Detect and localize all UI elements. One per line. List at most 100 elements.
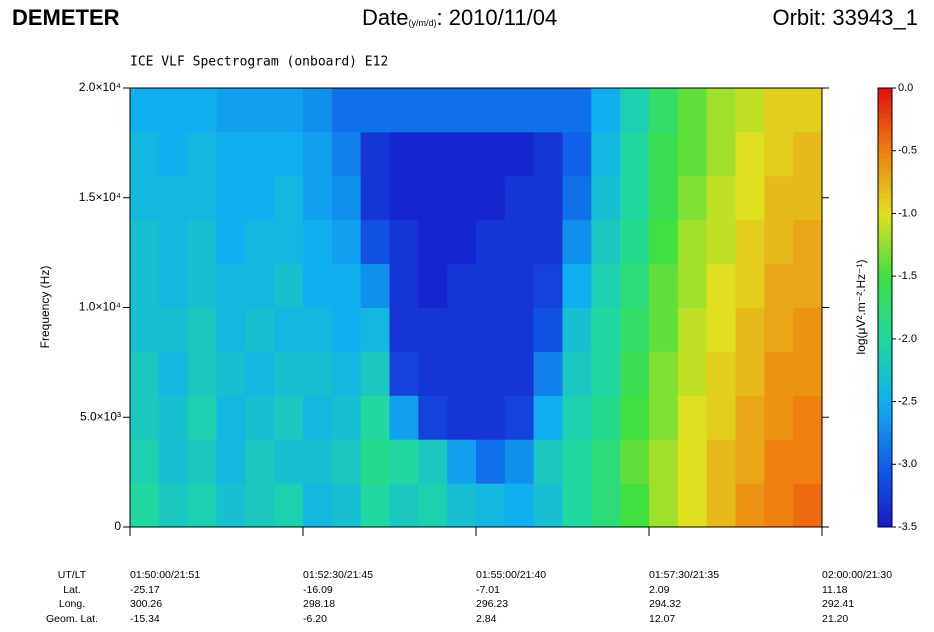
colorbar-swatch — [878, 157, 892, 164]
colorbar-swatch — [878, 512, 892, 518]
colorbar-swatch — [878, 402, 892, 408]
heatmap-cell — [389, 263, 419, 308]
table-cell: 21.20 — [822, 613, 848, 625]
axes: 0 5.0×10³ 1.0×10⁴ 1.5×10⁴ 2.0×10⁴ — [79, 80, 829, 536]
heatmap-cell — [130, 175, 160, 221]
heatmap-cell — [649, 219, 679, 265]
row-label: Lat. — [63, 584, 81, 596]
colorbar-swatch — [878, 352, 892, 358]
colorbar-swatch — [878, 162, 892, 169]
heatmap-cell — [360, 88, 390, 133]
heatmap-cell — [331, 175, 362, 221]
row-label: Geom. Lat. — [46, 613, 98, 625]
heatmap-cell — [274, 131, 304, 177]
heatmap-cell — [447, 395, 477, 440]
heatmap-cell — [447, 351, 477, 396]
heatmap-cell — [331, 395, 362, 440]
heatmap-cell — [303, 483, 333, 528]
heatmap — [130, 88, 823, 528]
colorbar-swatch — [878, 222, 892, 229]
heatmap-cell — [504, 263, 535, 308]
colorbar-swatch — [878, 302, 892, 308]
colorbar-swatch — [878, 262, 892, 269]
heatmap-cell — [706, 483, 736, 528]
heatmap-cell — [620, 219, 650, 265]
heatmap-cell — [677, 88, 708, 133]
heatmap-cell — [130, 395, 160, 440]
heatmap-cell — [591, 307, 621, 352]
heatmap-cell — [245, 307, 275, 352]
heatmap-cell — [649, 175, 679, 221]
mission-name: DEMETER — [12, 5, 120, 30]
heatmap-cell — [764, 307, 794, 352]
colorbar-swatch — [878, 427, 892, 433]
colorbar-swatch — [878, 272, 892, 279]
y-tick-label: 1.5×10⁴ — [79, 190, 121, 204]
heatmap-cell — [447, 439, 477, 484]
heatmap-cell — [303, 131, 333, 177]
heatmap-cell — [677, 307, 708, 352]
colorbar-swatch — [878, 147, 892, 154]
colorbar-swatch — [878, 422, 892, 428]
colorbar-swatch — [878, 88, 892, 94]
heatmap-cell — [389, 395, 419, 440]
heatmap-cell — [764, 395, 794, 440]
date-heading: Date(y/m/d): 2010/11/04 — [362, 5, 557, 30]
row-label: UT/LT — [58, 569, 87, 581]
heatmap-cell — [735, 483, 765, 528]
colorbar-tick-label: -3.0 — [898, 458, 917, 470]
heatmap-cell — [130, 483, 160, 528]
heatmap-cell — [274, 395, 304, 440]
heatmap-cell — [476, 175, 506, 221]
table-cell: 292.41 — [822, 598, 854, 610]
heatmap-cell — [216, 483, 246, 528]
heatmap-cell — [274, 175, 304, 221]
heatmap-cell — [360, 483, 390, 528]
heatmap-cell — [418, 219, 448, 265]
heatmap-cell — [504, 483, 535, 528]
heatmap-cell — [360, 439, 390, 484]
orbit-table: UT/LT Lat. Long. Geom. Lat. 01:50:00/21:51 -2… — [46, 569, 892, 625]
colorbar-frame — [877, 87, 893, 528]
heatmap-cell — [130, 351, 160, 396]
heatmap-cell — [533, 263, 563, 308]
table-cell: 11.18 — [822, 584, 848, 596]
heatmap-cell — [735, 263, 765, 308]
table-cell: 01:57:30/21:35 — [649, 569, 719, 581]
heatmap-cell — [476, 351, 506, 396]
heatmap-cell — [562, 131, 592, 177]
heatmap-cell — [447, 307, 477, 352]
heatmap-cell — [245, 483, 275, 528]
heatmap-cell — [764, 439, 794, 484]
heatmap-cell — [591, 483, 621, 528]
table-cell: 01:52:30/21:45 — [303, 569, 373, 581]
heatmap-cell — [389, 175, 419, 221]
colorbar-swatch — [878, 332, 892, 338]
heatmap-cell — [793, 351, 823, 396]
heatmap-cell — [764, 351, 794, 396]
heatmap-cell — [360, 395, 390, 440]
heatmap-cell — [649, 439, 679, 484]
heatmap-cell — [447, 175, 477, 221]
heatmap-cell — [533, 131, 563, 177]
row-label: Long. — [59, 598, 85, 610]
heatmap-cell — [331, 219, 362, 265]
colorbar-swatch — [878, 202, 892, 209]
heatmap-cell — [591, 395, 621, 440]
heatmap-cell — [793, 395, 823, 440]
colorbar-swatch — [878, 292, 892, 299]
heatmap-cell — [764, 219, 794, 265]
colorbar-swatch — [878, 252, 892, 259]
colorbar-swatch — [878, 467, 892, 473]
colorbar-swatch — [878, 457, 892, 463]
heatmap-cell — [504, 307, 535, 352]
heatmap-cell — [677, 439, 708, 484]
heatmap-cell — [303, 351, 333, 396]
heatmap-cell — [447, 263, 477, 308]
heatmap-cell — [418, 483, 448, 528]
heatmap-cell — [187, 219, 217, 265]
heatmap-cell — [245, 263, 275, 308]
heatmap-cell — [216, 351, 246, 396]
heatmap-cell — [303, 88, 333, 133]
